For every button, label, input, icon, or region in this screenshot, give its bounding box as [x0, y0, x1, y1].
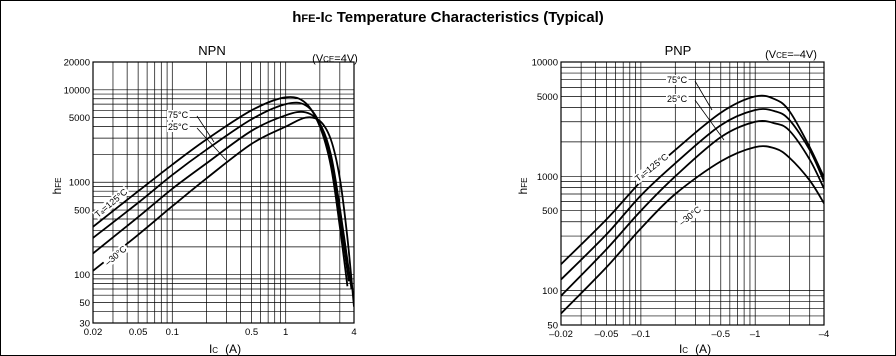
npn-y-tick-label: 5000	[69, 113, 90, 124]
pnp-series-line-3	[561, 145, 824, 315]
npn-x-tick-label: 0.1	[166, 327, 179, 338]
pnp-y-tick-label: 10000	[532, 58, 558, 69]
pnp-label-75c: 75°C	[667, 75, 688, 85]
npn-x-tick-label: 1	[283, 327, 288, 338]
pnp-y-label: hFE	[516, 178, 530, 195]
npn-y-tick-label: 500	[74, 206, 90, 217]
pnp-x-tick-label: –0.05	[595, 329, 619, 340]
pnp-leader-75c	[694, 80, 713, 111]
pnp-x-label: IC (A)	[679, 342, 711, 356]
pnp-y-tick-label: 50	[547, 321, 558, 332]
npn-leader-25c	[196, 127, 227, 161]
npn-y-tick-label: 100	[74, 270, 90, 281]
pnp-series-line-0	[561, 94, 824, 265]
npn-y-tick-label: 20000	[64, 58, 90, 69]
npn-x-tick-label: 0.05	[129, 327, 148, 338]
figure-title: hFE-IC Temperature Characteristics (Typi…	[292, 9, 604, 26]
pnp-y-tick-label: 100	[542, 286, 558, 297]
pnp-series-line-1	[561, 108, 824, 281]
pnp-series-line-2	[561, 119, 824, 297]
npn-leader-75c	[196, 115, 215, 143]
npn-condition: (VCE=4V)	[312, 53, 358, 65]
npn-label-25c: 25°C	[168, 122, 189, 132]
pnp-label-125c: Ta=125°C	[633, 151, 670, 183]
curve-label-background	[666, 75, 689, 85]
pnp-plot-frame	[560, 61, 825, 326]
pnp-y-tick-label: 1000	[537, 172, 558, 183]
curve-label-background	[167, 122, 190, 132]
npn-series-line-0	[93, 96, 349, 287]
pnp-plot: –0.02 –0.05 –0.1 –0.5 –1 –4 50 100 500 1000 5000 10…	[532, 58, 830, 341]
pnp-y-tick-label: 500	[542, 206, 558, 217]
pnp-x-tick-label: –1	[750, 329, 761, 340]
curve-label-background	[676, 203, 705, 229]
npn-plot-frame	[92, 61, 355, 324]
npn-x-tick-label: 4	[351, 327, 356, 338]
npn-subtitle: NPN	[198, 43, 225, 58]
pnp-subtitle: PNP	[665, 43, 692, 58]
pnp-x-tick-label: –4	[819, 329, 830, 340]
pnp-x-tick-label: –0.5	[712, 329, 731, 340]
pnp-label-25c: 25°C	[667, 94, 688, 104]
npn-plot: 0.02 0.05 0.1 0.5 1 4 30 50 100 500 1000 5000 10000 2…	[64, 58, 357, 339]
curve-label-background	[102, 242, 130, 269]
npn-series-line-1	[93, 101, 350, 282]
npn-y-tick-label: 50	[79, 298, 90, 309]
curve-label-background	[92, 185, 131, 221]
npn-x-tick-label: 0.02	[84, 327, 103, 338]
pnp-x-tick-label: –0.02	[549, 329, 573, 340]
pnp-leader-25c	[694, 99, 725, 141]
npn-y-tick-label: 1000	[69, 178, 90, 189]
npn-x-tick-label: 0.5	[245, 327, 258, 338]
npn-y-tick-label: 10000	[64, 85, 90, 96]
curve-label-background	[167, 110, 190, 120]
npn-series-line-2	[93, 110, 353, 290]
npn-y-label: hFE	[50, 178, 64, 195]
npn-y-tick-label: 30	[79, 319, 90, 330]
npn-x-label: IC (A)	[209, 342, 241, 356]
pnp-x-tick-label: –0.1	[632, 329, 651, 340]
pnp-condition: (VCE=–4V)	[765, 49, 817, 61]
npn-series-line-3	[93, 116, 354, 307]
npn-label-75c: 75°C	[168, 110, 189, 120]
pnp-y-tick-label: 5000	[537, 92, 558, 103]
curve-label-background	[666, 94, 689, 104]
curve-label-background	[632, 150, 672, 185]
